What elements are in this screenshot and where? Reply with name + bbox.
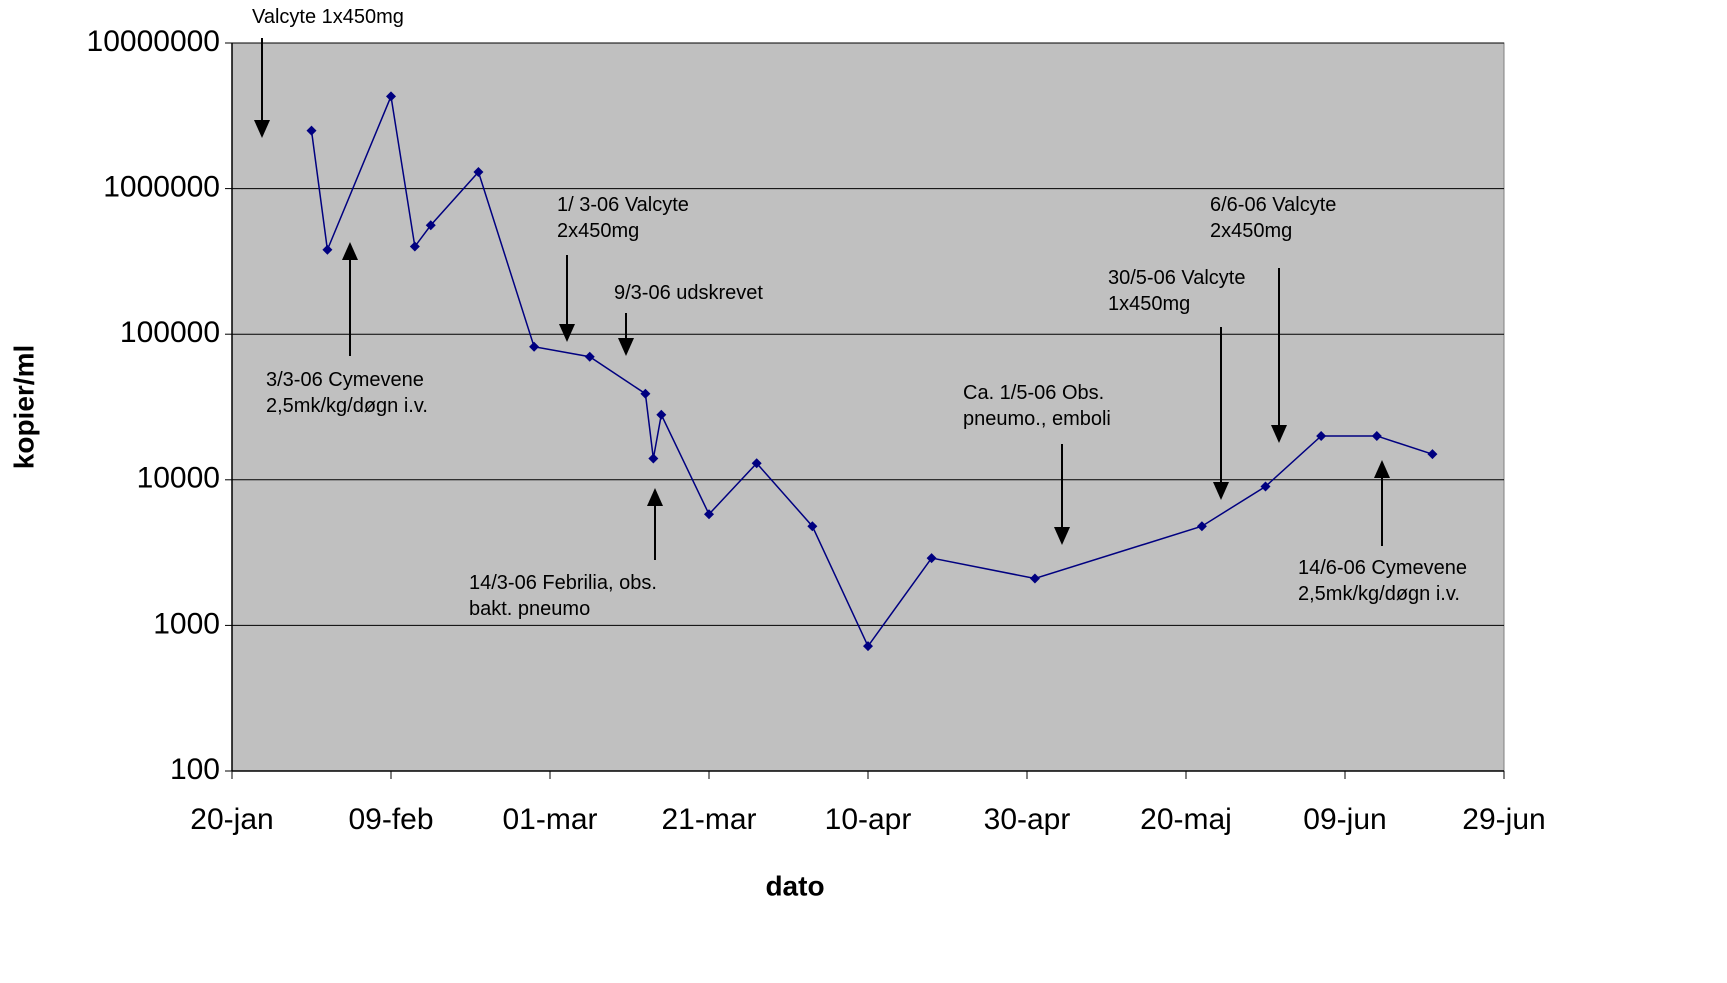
data-point [1371, 430, 1382, 441]
data-point [473, 167, 484, 178]
y-tick-label: 100 [170, 753, 220, 786]
y-tick-label: 100000 [120, 316, 220, 349]
arrow-head [559, 324, 575, 342]
x-axis-title: dato [765, 870, 824, 901]
annotation: 6/6-06 Valcyte 2x450mg [1210, 194, 1336, 242]
annotation-line: 2x450mg [557, 220, 639, 242]
data-point [1196, 521, 1207, 532]
data-point [704, 509, 714, 520]
data-point [1427, 449, 1438, 460]
annotation-line: Ca. 1/5-06 Obs. [963, 382, 1104, 404]
data-point [640, 388, 651, 399]
annotation-line: 1/ 3-06 Valcyte [557, 194, 689, 216]
data-point [1260, 481, 1271, 492]
y-axis-title: kopier/ml [8, 345, 39, 469]
annotation-line: 9/3-06 udskrevet [614, 282, 763, 304]
annotation: 9/3-06 udskrevet [614, 282, 763, 304]
x-tick-label: 29-jun [1462, 803, 1545, 836]
arrow-head [1213, 482, 1229, 500]
data-point [322, 244, 333, 255]
data-line [310, 93, 1433, 648]
annotation-line: Valcyte 1x450mg [252, 6, 404, 28]
x-tick-label: 09-feb [348, 803, 433, 836]
y-tick-label: 1000000 [103, 171, 220, 204]
data-point [529, 341, 540, 352]
x-tick-label: 30-apr [984, 803, 1071, 836]
data-point [1029, 573, 1040, 584]
annotation: 1/ 3-06 Valcyte 2x450mg [557, 194, 689, 242]
data-point [1316, 430, 1327, 441]
annotation-line: 2,5mk/kg/døgn i.v. [266, 395, 428, 417]
data-point [386, 91, 396, 102]
annotation: 30/5-06 Valcyte 1x450mg [1108, 267, 1246, 315]
annotation-line: 14/3-06 Febrilia, obs. [469, 572, 657, 594]
data-point [807, 521, 818, 532]
data-point [425, 220, 436, 231]
arrow-head [618, 338, 634, 356]
annotation: 3/3-06 Cymevene 2,5mk/kg/døgn i.v. [266, 369, 428, 417]
x-tick-label: 20-maj [1140, 803, 1232, 836]
x-tick-label: 01-mar [502, 803, 597, 836]
annotation-line: 2x450mg [1210, 220, 1292, 242]
annotation-line: bakt. pneumo [469, 598, 590, 620]
arrow-head [1271, 425, 1287, 443]
data-point [584, 351, 595, 362]
annotation-line: 1x450mg [1108, 293, 1190, 315]
data-point [648, 453, 659, 464]
annotation: 14/3-06 Febrilia, obs. bakt. pneumo [469, 572, 657, 620]
annotation-line: 6/6-06 Valcyte [1210, 194, 1336, 216]
data-point [656, 409, 667, 420]
data-point [409, 241, 420, 252]
x-tick-label: 09-jun [1303, 803, 1386, 836]
x-tick-label: 20-jan [190, 803, 273, 836]
x-tick-label: 21-mar [661, 803, 756, 836]
annotation-line: 30/5-06 Valcyte [1108, 267, 1246, 289]
y-tick-label: 1000 [153, 607, 220, 640]
data-point [863, 641, 873, 652]
data-point [306, 125, 317, 136]
y-tick-label: 10000 [137, 462, 220, 495]
annotation: 14/6-06 Cymevene 2,5mk/kg/døgn i.v. [1298, 557, 1467, 605]
x-tick-label: 10-apr [825, 803, 912, 836]
annotation-line: 2,5mk/kg/døgn i.v. [1298, 583, 1460, 605]
arrow-head [647, 488, 663, 506]
annotation-line: pneumo., emboli [963, 408, 1111, 430]
data-point [751, 458, 762, 469]
arrow-head [1054, 527, 1070, 545]
y-tick-label: 10000000 [87, 25, 220, 58]
annotation-line: 14/6-06 Cymevene [1298, 557, 1467, 579]
data-point [926, 553, 937, 564]
annotation-line: 3/3-06 Cymevene [266, 369, 424, 391]
arrow-head [342, 242, 358, 260]
arrow-head [254, 120, 270, 138]
annotation: Ca. 1/5-06 Obs. pneumo., emboli [963, 382, 1111, 430]
arrow-head [1374, 460, 1390, 478]
annotation: Valcyte 1x450mg [252, 6, 404, 28]
